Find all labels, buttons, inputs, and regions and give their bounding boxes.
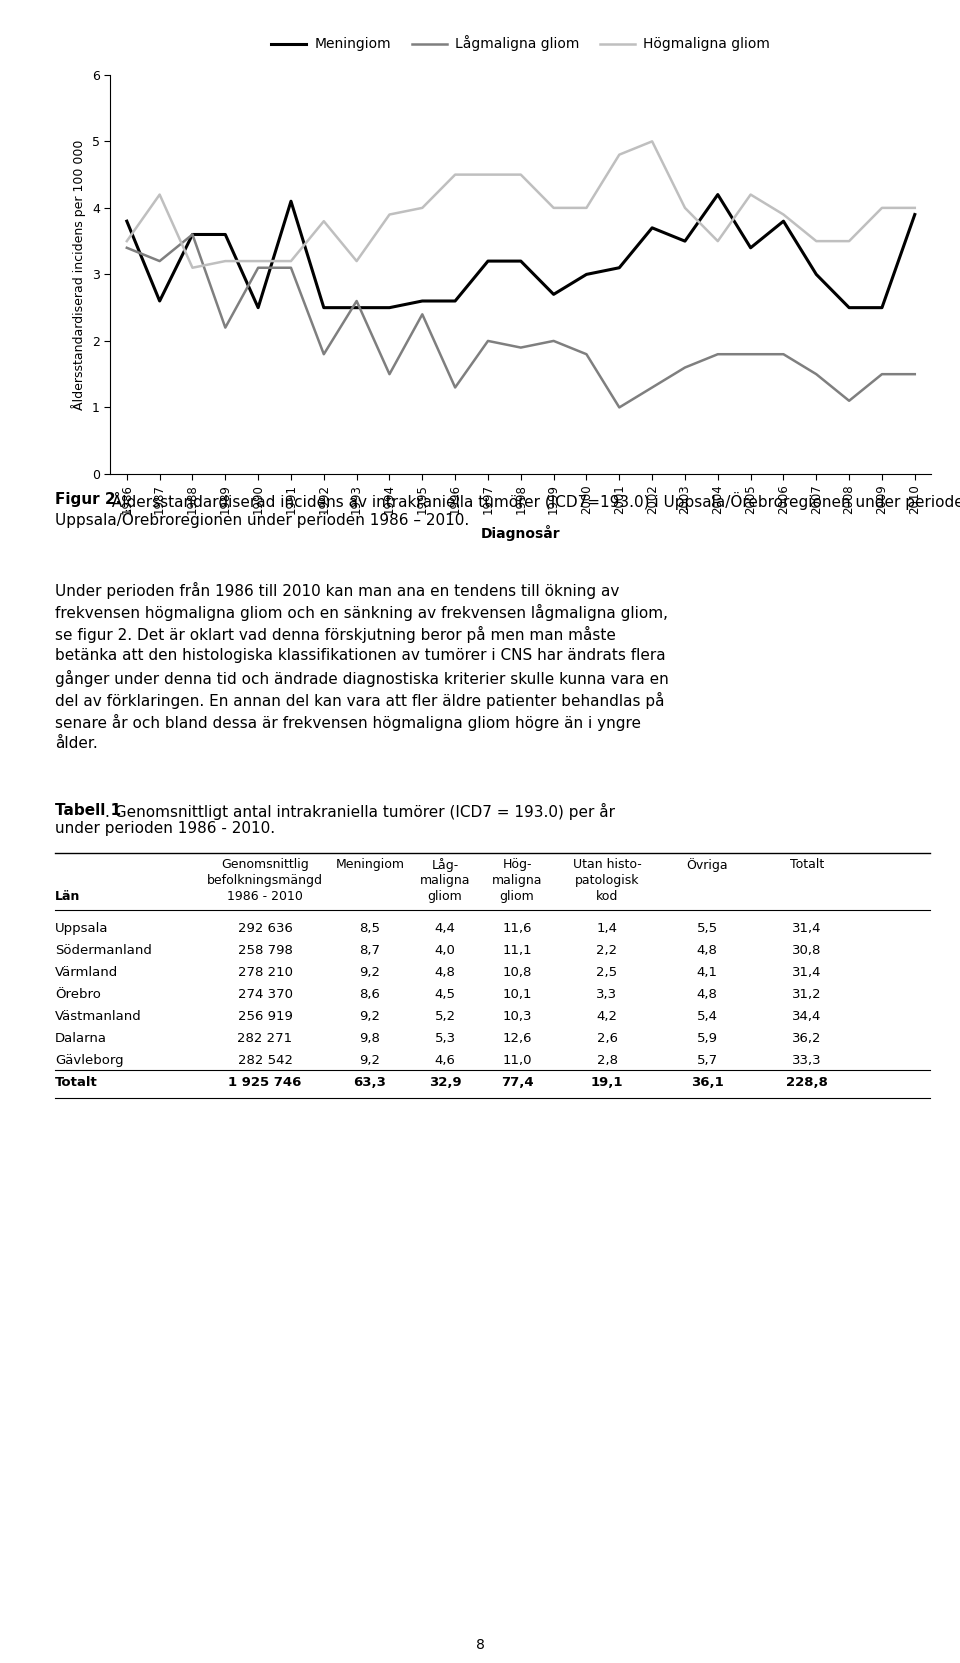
Text: 5,7: 5,7 <box>696 1054 717 1066</box>
Text: 19,1: 19,1 <box>590 1076 623 1089</box>
Text: Uppsala: Uppsala <box>55 921 108 935</box>
Text: 258 798: 258 798 <box>237 945 293 956</box>
Text: Dalarna: Dalarna <box>55 1031 107 1044</box>
Text: 5,9: 5,9 <box>697 1031 717 1044</box>
Text: 10,8: 10,8 <box>502 966 532 980</box>
Text: 8,6: 8,6 <box>360 988 380 1001</box>
Text: 4,5: 4,5 <box>435 988 455 1001</box>
Text: 9,2: 9,2 <box>359 1054 380 1066</box>
Text: 31,4: 31,4 <box>792 921 822 935</box>
Text: 4,4: 4,4 <box>435 921 455 935</box>
Text: Meningiom: Meningiom <box>335 858 404 871</box>
Text: 2,5: 2,5 <box>596 966 617 980</box>
Text: 4,2: 4,2 <box>596 1009 617 1023</box>
Text: Totalt: Totalt <box>790 858 824 871</box>
Text: Figur 2.: Figur 2. <box>55 492 121 507</box>
Text: frekvensen högmaligna gliom och en sänkning av frekvensen lågmaligna gliom,: frekvensen högmaligna gliom och en sänkn… <box>55 604 668 622</box>
Text: 1986 - 2010: 1986 - 2010 <box>228 890 303 903</box>
Text: Uppsala/Örebroregionen under perioden 1986 – 2010.: Uppsala/Örebroregionen under perioden 19… <box>55 511 469 529</box>
Text: 34,4: 34,4 <box>792 1009 822 1023</box>
Text: 36,2: 36,2 <box>792 1031 822 1044</box>
Text: Hög-: Hög- <box>502 858 532 871</box>
Text: del av förklaringen. En annan del kan vara att fler äldre patienter behandlas på: del av förklaringen. En annan del kan va… <box>55 692 664 710</box>
Text: 36,1: 36,1 <box>690 1076 724 1089</box>
Text: Under perioden från 1986 till 2010 kan man ana en tendens till ökning av: Under perioden från 1986 till 2010 kan m… <box>55 582 619 599</box>
Text: patologisk: patologisk <box>575 875 639 888</box>
X-axis label: Diagnosår: Diagnosår <box>481 526 561 542</box>
Text: 292 636: 292 636 <box>237 921 293 935</box>
Text: Tabell 1: Tabell 1 <box>55 803 121 818</box>
Text: Gävleborg: Gävleborg <box>55 1054 124 1066</box>
Text: 31,2: 31,2 <box>792 988 822 1001</box>
Text: 30,8: 30,8 <box>792 945 822 956</box>
Text: Västmanland: Västmanland <box>55 1009 142 1023</box>
Text: 2,6: 2,6 <box>596 1031 617 1044</box>
Text: 5,2: 5,2 <box>435 1009 456 1023</box>
Text: 12,6: 12,6 <box>502 1031 532 1044</box>
Text: 11,6: 11,6 <box>502 921 532 935</box>
Text: 2,8: 2,8 <box>596 1054 617 1066</box>
Text: 8,5: 8,5 <box>359 921 380 935</box>
Text: maligna: maligna <box>420 875 470 888</box>
Text: Totalt: Totalt <box>55 1076 98 1089</box>
Text: 8: 8 <box>475 1638 485 1651</box>
Text: 274 370: 274 370 <box>237 988 293 1001</box>
Text: 33,3: 33,3 <box>792 1054 822 1066</box>
Text: Värmland: Värmland <box>55 966 118 980</box>
Legend: Meningiom, Lågmaligna gliom, Högmaligna gliom: Meningiom, Lågmaligna gliom, Högmaligna … <box>266 30 776 57</box>
Text: . Genomsnittligt antal intrakraniella tumörer (ICD7 = 193.0) per år: . Genomsnittligt antal intrakraniella tu… <box>105 803 615 820</box>
Text: 31,4: 31,4 <box>792 966 822 980</box>
Text: 8,7: 8,7 <box>359 945 380 956</box>
Text: 32,9: 32,9 <box>429 1076 462 1089</box>
Text: se figur 2. Det är oklart vad denna förskjutning beror på men man måste: se figur 2. Det är oklart vad denna förs… <box>55 627 616 644</box>
Text: 4,8: 4,8 <box>697 988 717 1001</box>
Text: 1 925 746: 1 925 746 <box>228 1076 301 1089</box>
Text: 282 542: 282 542 <box>237 1054 293 1066</box>
Text: ålder.: ålder. <box>55 737 98 752</box>
Text: gliom: gliom <box>499 890 535 903</box>
Text: gliom: gliom <box>427 890 463 903</box>
Text: 228,8: 228,8 <box>786 1076 828 1089</box>
Text: 5,3: 5,3 <box>435 1031 456 1044</box>
Text: 63,3: 63,3 <box>353 1076 387 1089</box>
Text: Södermanland: Södermanland <box>55 945 152 956</box>
Text: 9,2: 9,2 <box>359 1009 380 1023</box>
Text: kod: kod <box>596 890 618 903</box>
Y-axis label: Åldersstandardiserad incidens per 100 000: Åldersstandardiserad incidens per 100 00… <box>71 140 86 409</box>
Text: 11,1: 11,1 <box>502 945 532 956</box>
Text: 3,3: 3,3 <box>596 988 617 1001</box>
Text: gånger under denna tid och ändrade diagnostiska kriterier skulle kunna vara en: gånger under denna tid och ändrade diagn… <box>55 670 669 687</box>
Text: 5,5: 5,5 <box>696 921 717 935</box>
Text: befolkningsmängd: befolkningsmängd <box>207 875 323 888</box>
Text: 2,2: 2,2 <box>596 945 617 956</box>
Text: Övriga: Övriga <box>686 858 728 871</box>
Text: 1,4: 1,4 <box>596 921 617 935</box>
Text: 256 919: 256 919 <box>237 1009 293 1023</box>
Text: 4,1: 4,1 <box>697 966 717 980</box>
Text: maligna: maligna <box>492 875 542 888</box>
Text: 4,6: 4,6 <box>435 1054 455 1066</box>
Text: Åldersstandardiserad incidens av intrakraniella tumörer (ICD7=193.0) i Uppsala/Ö: Åldersstandardiserad incidens av intrakr… <box>107 492 960 511</box>
Text: 10,3: 10,3 <box>502 1009 532 1023</box>
Text: 11,0: 11,0 <box>502 1054 532 1066</box>
Text: 4,8: 4,8 <box>697 945 717 956</box>
Text: Genomsnittlig: Genomsnittlig <box>221 858 309 871</box>
Text: 9,8: 9,8 <box>360 1031 380 1044</box>
Text: 4,8: 4,8 <box>435 966 455 980</box>
Text: 4,0: 4,0 <box>435 945 455 956</box>
Text: Län: Län <box>55 890 81 903</box>
Text: 282 271: 282 271 <box>237 1031 293 1044</box>
Text: 5,4: 5,4 <box>697 1009 717 1023</box>
Text: 10,1: 10,1 <box>502 988 532 1001</box>
Text: under perioden 1986 - 2010.: under perioden 1986 - 2010. <box>55 822 276 836</box>
Text: Låg-: Låg- <box>431 858 459 871</box>
Text: 77,4: 77,4 <box>501 1076 534 1089</box>
Text: Utan histo-: Utan histo- <box>572 858 641 871</box>
Text: 9,2: 9,2 <box>359 966 380 980</box>
Text: Örebro: Örebro <box>55 988 101 1001</box>
Text: senare år och bland dessa är frekvensen högmaligna gliom högre än i yngre: senare år och bland dessa är frekvensen … <box>55 715 641 732</box>
Text: betänka att den histologiska klassifikationen av tumörer i CNS har ändrats flera: betänka att den histologiska klassifikat… <box>55 649 665 664</box>
Text: 278 210: 278 210 <box>237 966 293 980</box>
